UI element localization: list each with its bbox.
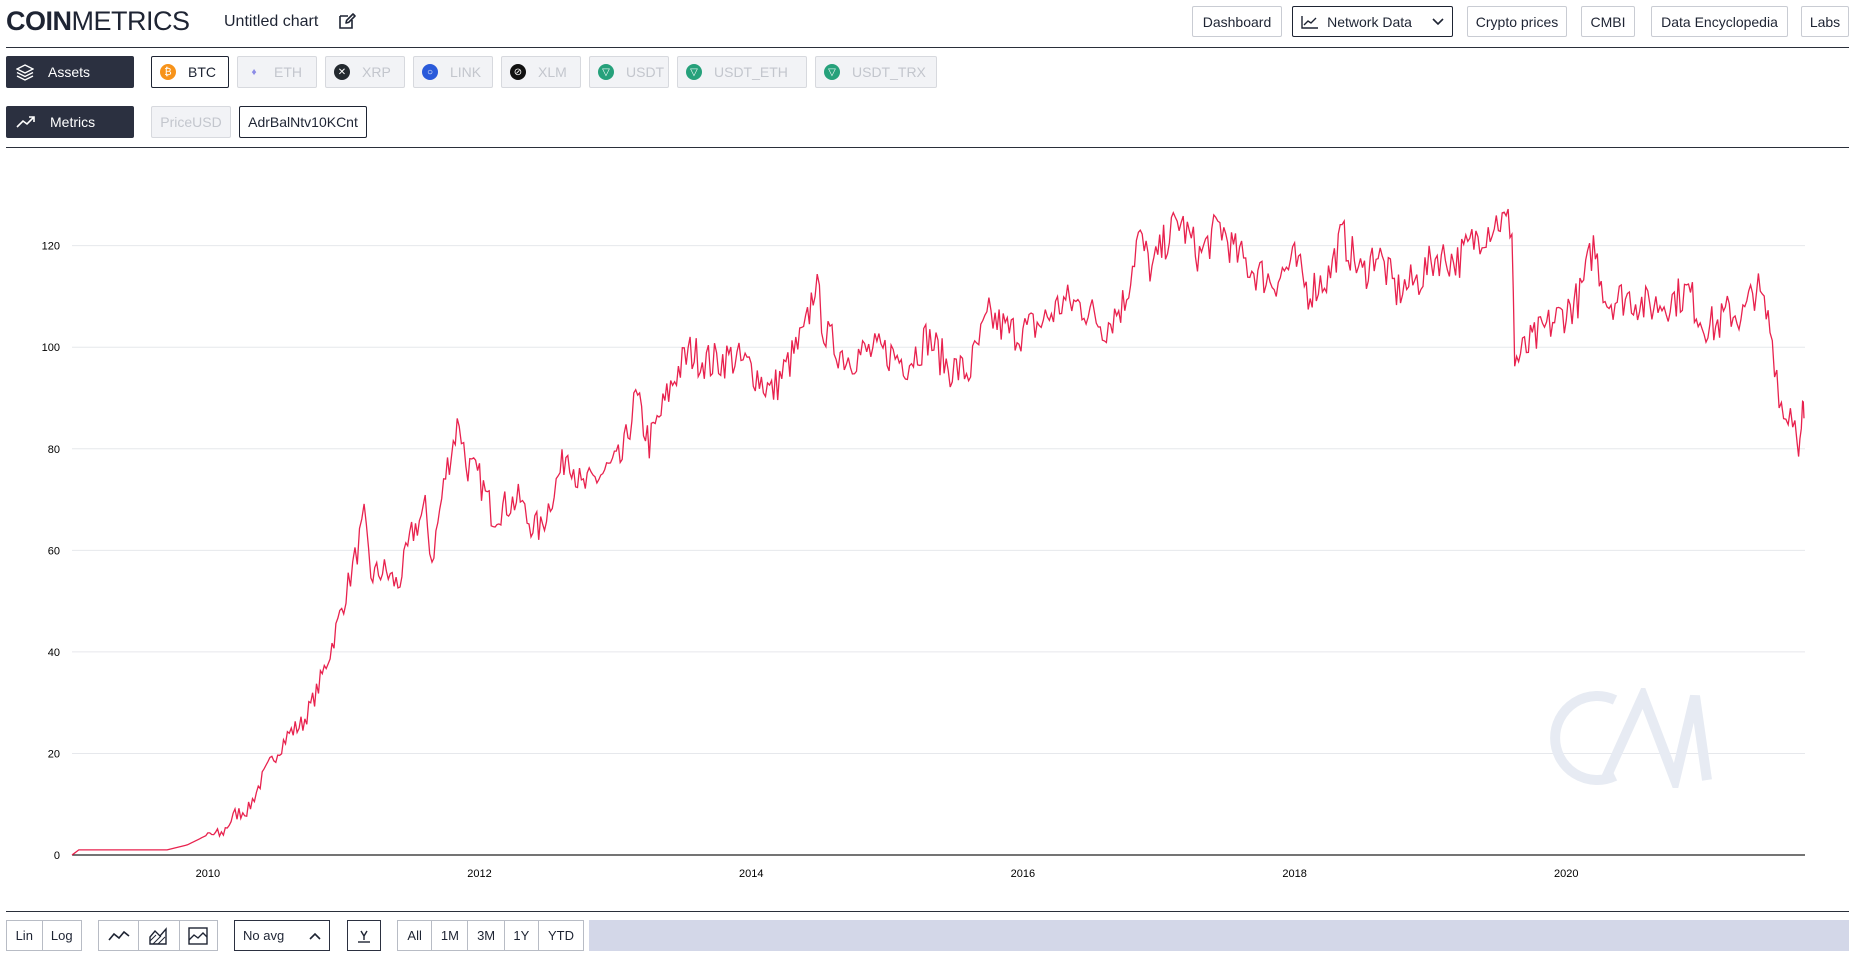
asset-chip-xrp[interactable]: ✕ XRP <box>325 56 405 88</box>
line-chart[interactable]: 0 20 40 60 80 100 120 2010 2012 2014 2016 2018 2020 <box>0 150 1855 910</box>
chart-style-toggle <box>98 920 218 951</box>
y-tick-label: 60 <box>48 545 60 557</box>
y-tick-label: 20 <box>48 748 60 760</box>
nav-data-encyclopedia[interactable]: Data Encyclopedia <box>1651 6 1788 37</box>
edit-icon[interactable] <box>337 11 357 31</box>
axis-icon <box>358 930 370 943</box>
bottom-divider <box>6 911 1849 912</box>
x-tick-label: 2016 <box>1011 868 1035 880</box>
assets-label[interactable]: Assets <box>6 56 134 88</box>
chart-title[interactable]: Untitled chart <box>224 13 319 30</box>
cm-watermark-icon <box>1550 688 1712 788</box>
controls-divider <box>6 147 1849 148</box>
x-tick-label: 2014 <box>739 868 763 880</box>
xrp-icon: ✕ <box>334 64 350 80</box>
range-1y-button[interactable]: 1Y <box>505 921 539 950</box>
x-tick-label: 2020 <box>1554 868 1578 880</box>
scale-log-button[interactable]: Log <box>50 928 73 943</box>
asset-chip-label: USDT <box>626 64 665 80</box>
range-all-button[interactable]: All <box>398 921 433 950</box>
asset-chip-label: USDT_ETH <box>714 64 788 80</box>
y-axis-button[interactable] <box>347 920 381 951</box>
tether-icon: ▽ <box>824 64 840 80</box>
range-3m-button[interactable]: 3M <box>468 921 505 950</box>
range-selector: All 1M 3M 1Y YTD <box>397 920 584 951</box>
metric-chip-priceusd[interactable]: PriceUSD <box>151 106 231 138</box>
range-slider[interactable] <box>589 920 1849 951</box>
trending-up-icon <box>16 116 35 128</box>
asset-chip-label: LINK <box>450 64 482 80</box>
asset-chip-label: ETH <box>274 64 302 80</box>
x-tick-label: 2018 <box>1282 868 1306 880</box>
nav-crypto-prices[interactable]: Crypto prices <box>1467 6 1567 37</box>
metrics-label[interactable]: Metrics <box>6 106 134 138</box>
chevron-up-icon <box>309 932 321 940</box>
scale-toggle: Lin Log <box>6 920 82 951</box>
range-ytd-button[interactable]: YTD <box>547 928 574 943</box>
y-tick-label: 80 <box>48 444 60 456</box>
range-1m-button[interactable]: 1M <box>432 921 469 950</box>
y-tick-label: 0 <box>54 850 60 862</box>
asset-chip-usdt-trx[interactable]: ▽ USDT_TRX <box>815 56 937 88</box>
asset-chip-xlm[interactable]: ⊘ XLM <box>501 56 581 88</box>
y-tick-label: 40 <box>48 647 60 659</box>
bitcoin-icon: ₿ <box>160 64 176 80</box>
metrics-label-text: Metrics <box>50 114 96 130</box>
chevron-down-icon <box>1432 17 1444 25</box>
asset-chip-label: BTC <box>188 64 216 80</box>
asset-chip-link[interactable]: ○ LINK <box>413 56 493 88</box>
line-chart-icon <box>1301 15 1319 29</box>
image-style-icon <box>188 926 209 945</box>
tether-icon: ▽ <box>686 64 702 80</box>
asset-chip-label: USDT_TRX <box>852 64 926 80</box>
asset-chip-label: XLM <box>538 64 567 80</box>
coinmetrics-logo[interactable]: COINMETRICS <box>6 6 190 37</box>
stellar-icon: ⊘ <box>510 64 526 80</box>
layers-icon <box>16 64 34 81</box>
x-tick-label: 2010 <box>196 868 220 880</box>
nav-cmbi[interactable]: CMBI <box>1581 6 1635 37</box>
asset-chip-usdt-eth[interactable]: ▽ USDT_ETH <box>677 56 807 88</box>
asset-chip-eth[interactable]: ♦ ETH <box>237 56 317 88</box>
y-tick-label: 120 <box>42 241 60 253</box>
chainlink-icon: ○ <box>422 64 438 80</box>
nav-network-data-label: Network Data <box>1327 13 1412 30</box>
metric-chip-adrbalntv10kcnt[interactable]: AdrBalNtv10KCnt <box>239 106 367 138</box>
asset-chip-usdt[interactable]: ▽ USDT <box>589 56 669 88</box>
y-tick-label: 100 <box>42 342 60 354</box>
ethereum-icon: ♦ <box>251 66 257 78</box>
tether-icon: ▽ <box>598 64 614 80</box>
x-tick-label: 2012 <box>467 868 491 880</box>
area-style-button[interactable] <box>139 921 180 950</box>
line-style-icon <box>108 930 130 941</box>
asset-chip-btc[interactable]: ₿ BTC <box>151 56 229 88</box>
filled-style-button[interactable] <box>180 921 217 950</box>
asset-chip-list: ₿ BTC ♦ ETH ✕ XRP ○ LINK ⊘ XLM ▽ USDT ▽ USDT_ETH ▽ USDT… <box>151 56 937 88</box>
logo-bold: COIN <box>6 6 72 36</box>
average-select-value: No avg <box>243 928 285 943</box>
average-select[interactable]: No avg <box>234 920 330 951</box>
nav-network-data[interactable]: Network Data <box>1292 6 1453 37</box>
series-line <box>71 208 1805 856</box>
logo-light: METRICS <box>71 6 191 36</box>
assets-label-text: Assets <box>48 64 91 80</box>
area-style-icon <box>149 926 167 945</box>
header-divider <box>6 47 1849 48</box>
scale-lin-button[interactable]: Lin <box>7 921 43 950</box>
nav-dashboard[interactable]: Dashboard <box>1192 6 1282 37</box>
asset-chip-label: XRP <box>362 64 391 80</box>
line-style-button[interactable] <box>99 921 140 950</box>
nav-labs[interactable]: Labs <box>1801 6 1849 37</box>
